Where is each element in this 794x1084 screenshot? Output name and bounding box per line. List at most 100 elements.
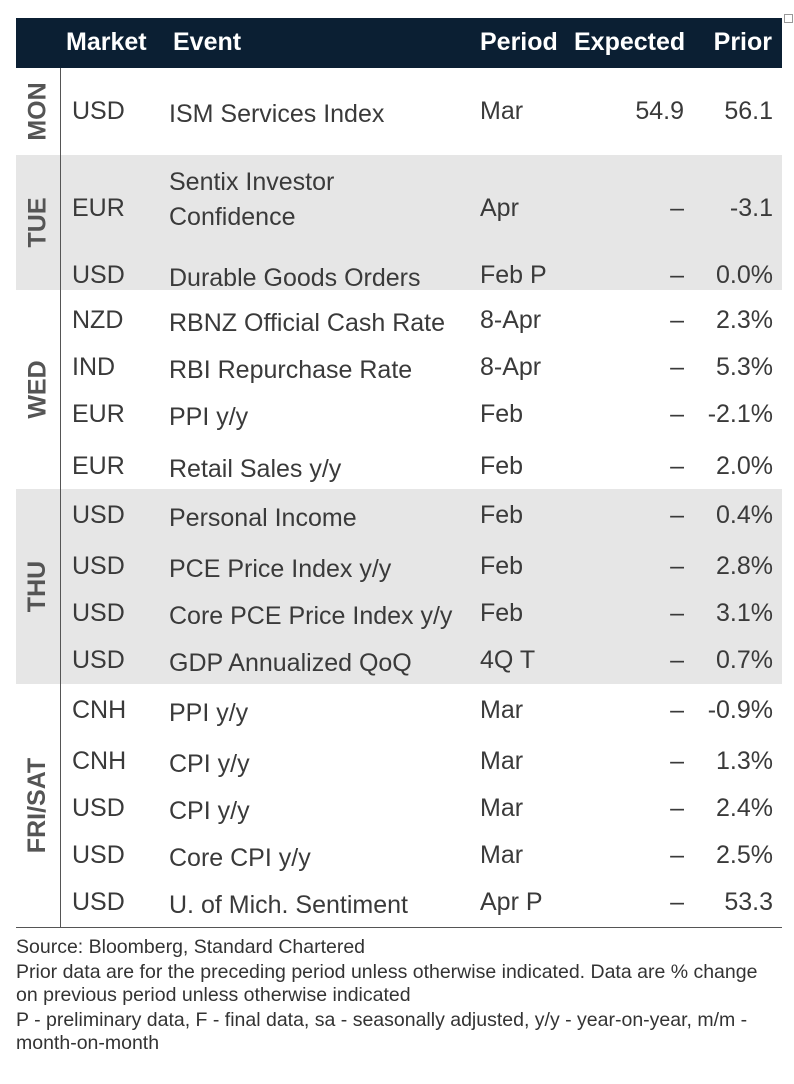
day-label: MON <box>16 68 61 155</box>
period-cell: Mar <box>480 840 524 869</box>
table-header: Market Event Period Expected Prior <box>16 18 782 68</box>
prior-cell: 2.3% <box>716 305 773 334</box>
event-cell: Core PCE Price Index y/y <box>169 601 453 630</box>
table-row: IND RBI Repurchase Rate 8-Apr – 5.3% <box>16 344 782 391</box>
expected-cell: – <box>670 452 684 480</box>
expected-cell: – <box>670 305 684 334</box>
day-label: THU <box>16 489 61 684</box>
period-cell: 8-Apr <box>480 352 542 381</box>
expected-cell: – <box>670 352 684 381</box>
event-cell: PCE Price Index y/y <box>169 554 392 583</box>
expected-cell: – <box>670 551 684 580</box>
table-row: USD U. of Mich. Sentiment Apr P – 53.3 <box>16 879 782 927</box>
day-group-fri-sat: FRI/SAT CNH PPI y/y Mar – -0.9% CNH CPI y/y Mar –… <box>16 684 782 927</box>
table-row: USD GDP Annualized QoQ 4Q T – 0.7% <box>16 637 782 684</box>
table-row: EUR Retail Sales y/y Feb – 2.0% <box>16 438 782 496</box>
table-row: USD Core PCE Price Index y/y Feb – 3.1% <box>16 590 782 637</box>
prior-cell: 2.8% <box>716 551 773 580</box>
table-body: MON USD ISM Services Index Mar 54.9 56.1 TUE EU… <box>16 68 782 927</box>
market-cell: NZD <box>72 305 124 334</box>
market-cell: USD <box>72 598 125 627</box>
prior-cell: 0.4% <box>716 501 773 529</box>
abbreviation-note: P - preliminary data, F - final data, sa… <box>16 1009 748 1054</box>
table-row: USD Core CPI y/y Mar – 2.5% <box>16 832 782 879</box>
event-cell: RBNZ Official Cash Rate <box>169 308 446 337</box>
prior-cell: 5.3% <box>716 352 773 381</box>
event-cell: PPI y/y <box>169 699 249 727</box>
data-note: Prior data are for the preceding period … <box>16 961 758 1006</box>
table-row: USD PCE Price Index y/y Feb – 2.8% <box>16 543 782 590</box>
day-group-tue: TUE EUR Sentix Investor Confidence Apr – -3.1… <box>16 155 782 292</box>
table-bottom-rule <box>16 927 782 928</box>
period-cell: Feb <box>480 501 524 529</box>
event-cell: Sentix Investor Confidence <box>169 168 335 231</box>
event-cell: RBI Repurchase Rate <box>169 355 413 384</box>
table-row: USD ISM Services Index Mar 54.9 56.1 <box>16 68 782 155</box>
header-market: Market <box>66 28 147 56</box>
expected-cell: – <box>670 840 684 869</box>
market-cell: USD <box>72 840 125 869</box>
prior-cell: 0.7% <box>716 645 773 674</box>
day-label: TUE <box>16 155 61 290</box>
expected-cell: – <box>670 696 684 724</box>
prior-cell: 2.0% <box>716 452 773 480</box>
day-group-wed: WED NZD RBNZ Official Cash Rate 8-Apr – 2.3% I… <box>16 290 782 489</box>
period-cell: Feb <box>480 551 524 580</box>
prior-cell: 2.5% <box>716 840 773 869</box>
expected-cell: – <box>670 193 684 222</box>
period-cell: Feb P <box>480 261 547 289</box>
header-period: Period <box>480 28 558 56</box>
day-group-mon: MON USD ISM Services Index Mar 54.9 56.1 <box>16 68 782 155</box>
header-expected: Expected <box>574 28 686 56</box>
resize-handle <box>784 14 793 23</box>
expected-cell: – <box>670 399 684 428</box>
event-cell: Core CPI y/y <box>169 843 311 872</box>
expected-cell: – <box>670 261 684 289</box>
market-cell: CNH <box>72 746 127 775</box>
prior-cell: 3.1% <box>716 598 773 627</box>
prior-cell: -3.1 <box>729 193 773 222</box>
event-cell: PPI y/y <box>169 402 249 431</box>
table-row: USD Durable Goods Orders Feb P – 0.0% <box>16 254 782 298</box>
period-cell: Mar <box>480 746 524 775</box>
market-cell: USD <box>72 501 125 529</box>
expected-cell: 54.9 <box>635 96 684 125</box>
economic-calendar-table: Market Event Period Expected Prior MON US… <box>16 18 782 1055</box>
prior-cell: -2.1% <box>707 399 773 428</box>
prior-cell: 56.1 <box>724 96 773 125</box>
event-cell: Durable Goods Orders <box>169 264 421 292</box>
prior-cell: 2.4% <box>716 793 773 822</box>
market-cell: USD <box>72 793 125 822</box>
table-row: USD Personal Income Feb – 0.4% <box>16 489 782 543</box>
period-cell: 8-Apr <box>480 305 542 334</box>
source-note: Source: Bloomberg, Standard Chartered <box>16 936 366 958</box>
header-prior: Prior <box>713 28 772 56</box>
period-cell: Mar <box>480 696 524 724</box>
market-cell: EUR <box>72 193 125 222</box>
period-cell: Apr <box>480 193 519 222</box>
expected-cell: – <box>670 645 684 674</box>
prior-cell: -0.9% <box>707 696 773 724</box>
prior-cell: 53.3 <box>724 888 773 916</box>
prior-cell: 0.0% <box>716 261 773 289</box>
period-cell: Apr P <box>480 888 543 916</box>
market-cell: USD <box>72 888 125 916</box>
event-cell: CPI y/y <box>169 749 250 778</box>
event-cell: Personal Income <box>169 504 357 532</box>
event-cell: U. of Mich. Sentiment <box>169 891 408 919</box>
day-label: FRI/SAT <box>16 684 61 927</box>
period-cell: Mar <box>480 793 524 822</box>
header-event: Event <box>173 28 242 56</box>
period-cell: Feb <box>480 399 524 428</box>
table-footnotes: Source: Bloomberg, Standard Chartered Pr… <box>16 936 782 1055</box>
period-cell: Mar <box>480 96 524 125</box>
expected-cell: – <box>670 501 684 529</box>
day-group-thu: THU USD Personal Income Feb – 0.4% USD PCE Pric… <box>16 489 782 684</box>
market-cell: USD <box>72 261 125 289</box>
market-cell: USD <box>72 551 125 580</box>
market-cell: USD <box>72 645 125 674</box>
table-row: EUR Sentix Investor Confidence Apr – -3.1 <box>16 163 782 254</box>
table-row: CNH CPI y/y Mar – 1.3% <box>16 738 782 785</box>
event-cell: Retail Sales y/y <box>169 455 342 483</box>
expected-cell: – <box>670 793 684 822</box>
